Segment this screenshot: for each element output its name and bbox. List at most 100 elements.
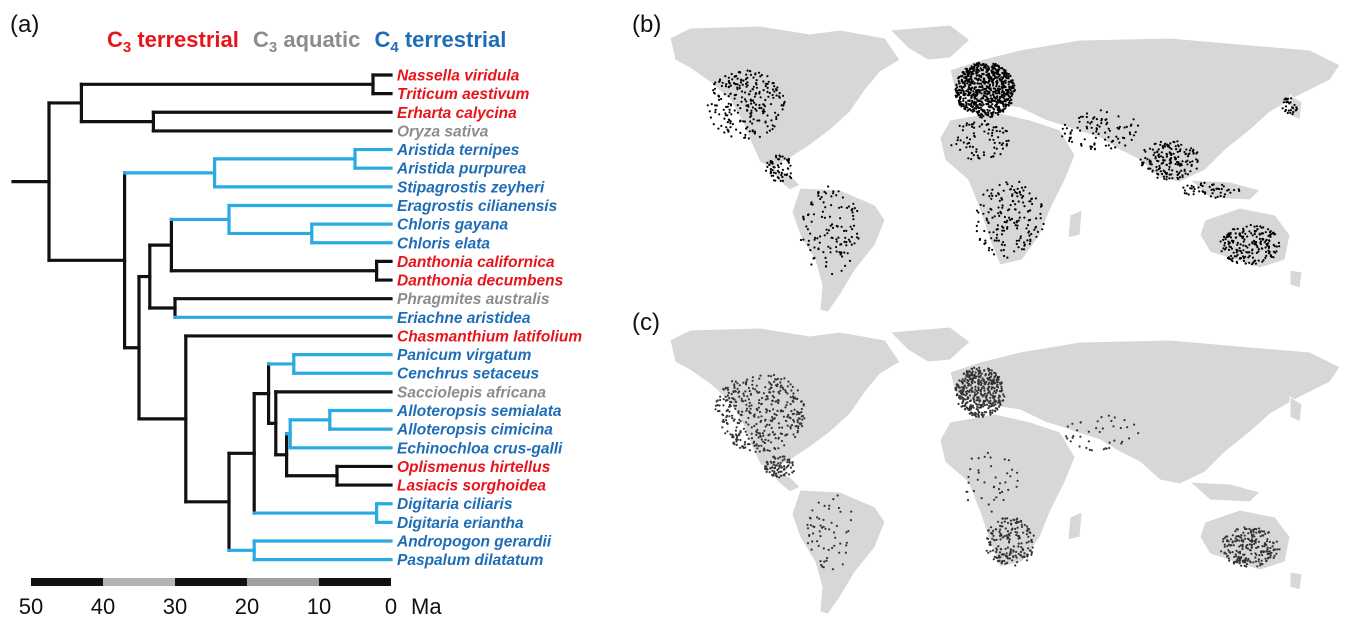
occurrence-point <box>990 373 993 376</box>
occurrence-point <box>1289 111 1292 114</box>
occurrence-point <box>790 410 793 413</box>
occurrence-point <box>1216 195 1219 198</box>
occurrence-point <box>1000 249 1003 252</box>
occurrence-point <box>1227 549 1230 552</box>
occurrence-point <box>1162 159 1165 162</box>
occurrence-point <box>1079 129 1082 132</box>
occurrence-point <box>824 256 827 259</box>
occurrence-point <box>980 382 983 385</box>
occurrence-point <box>1010 79 1013 82</box>
occurrence-point <box>822 566 825 569</box>
occurrence-point <box>773 446 776 450</box>
occurrence-point <box>987 68 991 71</box>
occurrence-point <box>807 243 810 246</box>
occurrence-point <box>987 221 990 224</box>
occurrence-point <box>1227 234 1231 237</box>
occurrence-point <box>743 98 747 101</box>
occurrence-point <box>1195 167 1198 170</box>
occurrence-point <box>839 542 842 545</box>
occurrence-point <box>1264 256 1267 259</box>
occurrence-point <box>1151 170 1154 173</box>
occurrence-point <box>973 400 976 403</box>
occurrence-point <box>802 238 805 241</box>
occurrence-point <box>737 410 740 413</box>
occurrence-point <box>728 415 731 418</box>
occurrence-point <box>730 72 733 76</box>
occurrence-point <box>1040 203 1043 206</box>
occurrence-point <box>1132 134 1136 137</box>
occurrence-point <box>967 85 970 89</box>
occurrence-point <box>727 102 730 105</box>
occurrence-point <box>720 84 723 88</box>
occurrence-point <box>1242 249 1245 252</box>
occurrence-point <box>736 438 739 441</box>
occurrence-point <box>1008 208 1011 211</box>
occurrence-point <box>755 433 758 436</box>
occurrence-point <box>1181 174 1184 177</box>
occurrence-point <box>973 81 976 85</box>
occurrence-point <box>977 65 980 68</box>
occurrence-point <box>784 391 787 394</box>
occurrence-point <box>983 130 986 133</box>
occurrence-point <box>791 471 794 474</box>
tick-label: 40 <box>91 594 115 619</box>
taxon-label: Digitaria ciliaris <box>397 496 513 513</box>
occurrence-point <box>1001 77 1004 80</box>
occurrence-point <box>830 204 833 207</box>
occurrence-point <box>989 543 992 546</box>
occurrence-point <box>781 168 784 171</box>
occurrence-point <box>1225 535 1228 538</box>
occurrence-point <box>825 261 828 264</box>
occurrence-point <box>774 111 777 114</box>
occurrence-point <box>838 551 841 554</box>
occurrence-point <box>1108 129 1111 132</box>
occurrence-point <box>778 92 781 95</box>
occurrence-point <box>1128 437 1131 440</box>
occurrence-point <box>969 373 972 376</box>
occurrence-point <box>749 120 752 123</box>
occurrence-point <box>799 423 802 426</box>
occurrence-point <box>972 489 976 493</box>
occurrence-point <box>1095 427 1098 430</box>
occurrence-point <box>1199 182 1203 185</box>
occurrence-point <box>965 70 968 73</box>
occurrence-point <box>1242 240 1245 243</box>
occurrence-point <box>1000 387 1003 390</box>
occurrence-point <box>764 98 767 102</box>
occurrence-point <box>994 410 997 413</box>
occurrence-point <box>1183 192 1186 195</box>
occurrence-point <box>991 106 994 109</box>
occurrence-point <box>1171 177 1174 180</box>
occurrence-point <box>983 411 986 414</box>
occurrence-point <box>982 154 986 157</box>
occurrence-point <box>766 86 769 89</box>
occurrence-point <box>808 516 812 519</box>
occurrence-point <box>1087 430 1090 433</box>
occurrence-point <box>993 239 996 242</box>
occurrence-point <box>1243 238 1246 241</box>
occurrence-point <box>714 81 717 84</box>
occurrence-point <box>1016 561 1019 564</box>
occurrence-point <box>1247 532 1250 535</box>
occurrence-point <box>716 399 719 402</box>
occurrence-point <box>731 380 734 383</box>
occurrence-point <box>828 504 831 507</box>
occurrence-point <box>967 157 970 160</box>
occurrence-point <box>1190 147 1193 150</box>
occurrence-point <box>780 171 783 174</box>
occurrence-point <box>1230 254 1233 258</box>
occurrence-point <box>757 406 760 409</box>
occurrence-point <box>968 77 971 80</box>
new-zealand <box>1289 269 1303 289</box>
occurrence-point <box>1185 148 1188 151</box>
occurrence-point <box>733 383 736 386</box>
occurrence-point <box>991 65 994 68</box>
occurrence-point <box>1235 251 1238 254</box>
occurrence-point <box>964 408 967 411</box>
occurrence-point <box>1278 245 1281 248</box>
occurrence-point <box>1268 239 1271 242</box>
occurrence-point <box>975 74 978 77</box>
occurrence-point <box>1007 77 1010 80</box>
occurrence-point <box>1240 564 1243 567</box>
occurrence-point <box>989 411 992 414</box>
